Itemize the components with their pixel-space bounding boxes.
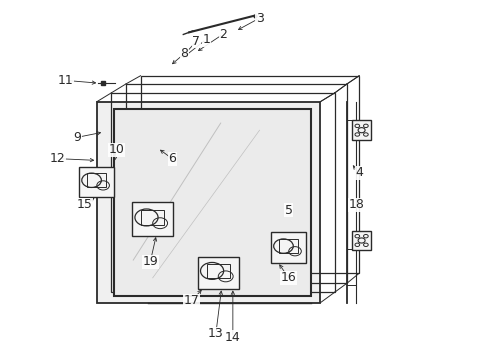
Text: 16: 16 [281,271,296,284]
Bar [279,239,298,253]
Bar [111,93,335,292]
Text: 12: 12 [50,152,66,165]
Bar [352,120,371,140]
Text: 5: 5 [285,204,293,217]
Bar [132,202,173,236]
Text: 18: 18 [349,198,365,211]
Text: 4: 4 [355,166,363,179]
Bar [126,84,347,283]
Text: 19: 19 [143,255,158,268]
Bar [87,174,106,187]
Bar [352,231,371,250]
Text: 1: 1 [202,33,210,46]
Text: 6: 6 [168,152,176,165]
Bar [271,233,306,263]
Text: 7: 7 [193,35,200,48]
Bar [79,167,114,197]
Bar [141,210,164,225]
Text: 8: 8 [180,47,188,60]
Bar [141,76,359,273]
Text: 15: 15 [77,198,93,211]
Bar [207,264,230,278]
Bar [114,109,311,296]
Text: 11: 11 [57,74,73,87]
Text: 3: 3 [256,12,264,24]
Bar [97,102,320,303]
Text: 10: 10 [108,143,124,156]
Text: 17: 17 [184,294,199,307]
Text: 13: 13 [208,327,224,340]
Text: 14: 14 [225,331,241,344]
Text: 9: 9 [74,131,81,144]
Bar [197,257,239,288]
Text: 2: 2 [219,28,227,41]
Bar [97,102,320,303]
